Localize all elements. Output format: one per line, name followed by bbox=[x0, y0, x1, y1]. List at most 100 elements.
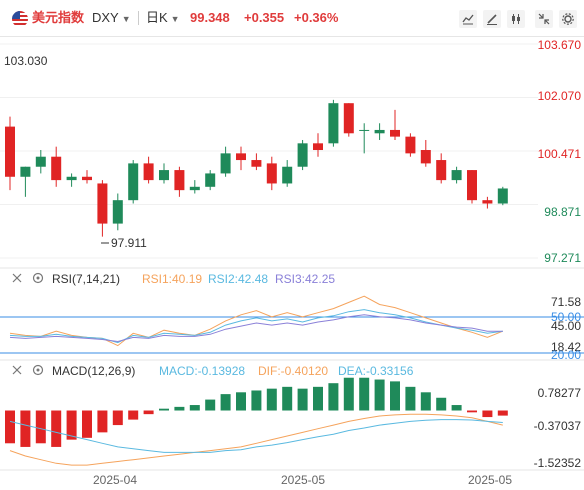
candle bbox=[174, 166, 185, 197]
chevron-down-icon: ▼ bbox=[170, 14, 180, 24]
macd-bar bbox=[313, 386, 323, 411]
candle-body bbox=[20, 166, 31, 177]
candle bbox=[112, 193, 123, 231]
macd-legend: MACD(12,26,9) MACD:-0.13928 DIF:-0.40120… bbox=[12, 364, 414, 378]
macd-bar bbox=[328, 383, 339, 411]
price-label-5: 97.271 bbox=[544, 251, 581, 265]
candle bbox=[251, 153, 262, 171]
price-label-1: 103.670 bbox=[538, 38, 582, 52]
price-label-2: 102.070 bbox=[538, 89, 582, 103]
rsi3-value: RSI3:42.25 bbox=[275, 272, 335, 286]
candle-body bbox=[112, 200, 123, 224]
candle bbox=[35, 150, 46, 174]
macd-bar bbox=[128, 410, 139, 420]
candle bbox=[97, 180, 108, 237]
symbol-name[interactable]: 美元指数 bbox=[32, 10, 85, 25]
macd-bar bbox=[482, 410, 493, 418]
macd-histogram bbox=[5, 377, 508, 447]
max-price-marker: 103.030 bbox=[4, 54, 48, 68]
collapse-button[interactable] bbox=[535, 10, 553, 28]
candle-body bbox=[66, 176, 77, 181]
macd-bar bbox=[82, 410, 92, 438]
candle-style-button[interactable] bbox=[507, 10, 525, 28]
candle-body bbox=[159, 170, 169, 181]
macd-bar bbox=[343, 377, 354, 411]
candle bbox=[5, 116, 15, 191]
macd-bar bbox=[189, 405, 200, 411]
candle-body bbox=[359, 129, 370, 131]
candle-style-icon bbox=[512, 14, 520, 24]
macd-bar bbox=[51, 410, 62, 447]
macd-bar bbox=[436, 397, 447, 411]
macd-bar bbox=[405, 386, 416, 411]
candle-body bbox=[251, 160, 262, 167]
candle bbox=[189, 180, 200, 194]
candle-body bbox=[420, 150, 431, 164]
macd-bar bbox=[220, 394, 231, 411]
candle-body bbox=[451, 170, 462, 181]
draw-icon bbox=[487, 14, 497, 25]
macd-bar bbox=[297, 388, 308, 411]
candle-body bbox=[205, 173, 216, 187]
candle bbox=[467, 170, 477, 204]
rsi3-line bbox=[9, 314, 503, 343]
macd-bar bbox=[420, 392, 431, 411]
candle-body bbox=[236, 153, 246, 161]
candle bbox=[328, 99, 339, 147]
macd-close-button[interactable] bbox=[12, 365, 22, 375]
candle-body bbox=[51, 156, 62, 181]
macd-bar bbox=[112, 410, 123, 426]
macd-bar bbox=[251, 390, 262, 411]
rsi-close-button[interactable] bbox=[12, 273, 22, 283]
rsi1-value: RSI1:40.19 bbox=[142, 272, 202, 286]
macd-label-2: -0.37037 bbox=[534, 419, 582, 433]
settings-icon bbox=[32, 364, 44, 376]
chart-header: 美元指数 DXY ▼ 日K ▼ 99.348 +0.355 +0.36% bbox=[0, 0, 584, 37]
macd-bar bbox=[5, 410, 15, 444]
macd-settings-button[interactable] bbox=[32, 364, 44, 376]
time-label-1: 2025-04 bbox=[93, 473, 137, 487]
rsi-panel: RSI(7,14,21) RSI1:40.19 RSI2:42.48 RSI3:… bbox=[0, 267, 584, 362]
kline-chart[interactable]: 103.670 102.070 100.471 98.871 97.271 10… bbox=[0, 36, 584, 490]
candle-body bbox=[128, 163, 139, 201]
dea-line bbox=[9, 419, 503, 453]
macd-label-3: -1.52352 bbox=[534, 456, 582, 470]
candle bbox=[159, 163, 169, 184]
candle bbox=[359, 123, 370, 154]
macd-bar bbox=[282, 386, 293, 411]
settings-icon bbox=[562, 13, 574, 25]
candle-body bbox=[497, 188, 508, 204]
macd-bar bbox=[35, 410, 46, 444]
indicator-icon bbox=[462, 14, 474, 25]
symbol-code: DXY bbox=[92, 10, 119, 25]
candle bbox=[66, 173, 77, 187]
settings-icon bbox=[32, 272, 44, 284]
indicator-button[interactable] bbox=[459, 10, 477, 28]
draw-tool-button[interactable] bbox=[483, 10, 501, 28]
candle bbox=[282, 160, 293, 187]
candle-body bbox=[35, 156, 46, 167]
candle bbox=[128, 160, 139, 204]
price-label-3: 100.471 bbox=[538, 147, 582, 161]
macd-bar bbox=[266, 388, 277, 411]
rsi2-line bbox=[9, 309, 503, 344]
candle bbox=[143, 156, 154, 184]
candle-body bbox=[174, 170, 185, 191]
period-selector[interactable]: 日K ▼ bbox=[146, 10, 180, 27]
macd-bar bbox=[66, 410, 77, 440]
macd-bar bbox=[390, 381, 400, 411]
candle bbox=[374, 123, 385, 140]
settings-button[interactable] bbox=[559, 10, 577, 28]
macd-bar bbox=[205, 399, 216, 411]
rsi-label-4: 18.42 bbox=[551, 340, 581, 354]
rsi-settings-button[interactable] bbox=[32, 272, 44, 284]
macd-value: MACD:-0.13928 bbox=[159, 364, 245, 378]
candle-body bbox=[82, 176, 92, 181]
symbol-selector[interactable]: DXY ▼ bbox=[92, 10, 131, 27]
time-label-3: 2025-05 bbox=[468, 473, 512, 487]
dif-value: DIF:-0.40120 bbox=[258, 364, 328, 378]
rsi-label-2: 50.00 bbox=[551, 310, 581, 324]
candle bbox=[220, 146, 231, 177]
rsi-title: RSI(7,14,21) bbox=[52, 272, 120, 286]
candle-body bbox=[328, 103, 339, 144]
